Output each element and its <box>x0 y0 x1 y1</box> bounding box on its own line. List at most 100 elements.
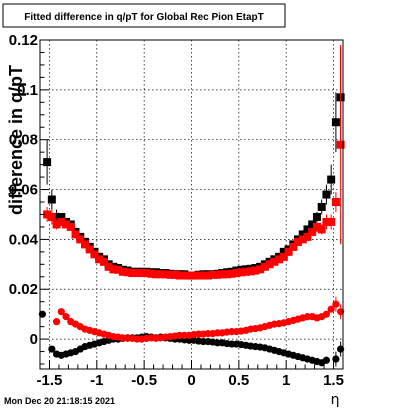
data-point <box>317 225 326 234</box>
series-3 <box>52 296 345 343</box>
x-tick-label: 0 <box>187 372 195 389</box>
data-point <box>80 240 89 249</box>
data-point <box>66 222 75 231</box>
data-point <box>294 237 303 246</box>
data-point <box>336 140 345 149</box>
y-tick-label: 0.1 <box>17 82 38 99</box>
x-tick-label: -1.5 <box>37 372 63 389</box>
data-point <box>118 267 127 276</box>
series-2 <box>43 44 345 280</box>
data-point <box>256 265 265 274</box>
x-axis-label: η <box>331 392 340 408</box>
data-point <box>279 252 288 261</box>
data-point <box>284 247 293 256</box>
data-point <box>194 271 203 280</box>
data-point <box>208 270 217 279</box>
data-point <box>95 255 104 264</box>
data-point <box>303 225 312 234</box>
data-point <box>104 262 113 271</box>
data-point <box>114 265 123 274</box>
data-point <box>57 212 66 221</box>
data-point <box>332 355 340 363</box>
data-point <box>199 271 208 280</box>
data-point <box>62 313 70 321</box>
data-point <box>237 268 246 277</box>
data-point <box>308 220 317 229</box>
x-tick-label: -1 <box>90 372 103 389</box>
data-point <box>99 257 108 266</box>
y-tick-label: 0.04 <box>9 231 39 248</box>
data-point <box>322 356 331 364</box>
data-point <box>123 268 132 277</box>
y-tick-label: 0.06 <box>9 182 38 199</box>
data-point <box>175 271 184 280</box>
data-point <box>275 255 284 264</box>
data-point <box>251 266 260 275</box>
data-point <box>322 217 331 226</box>
data-point <box>147 269 156 278</box>
data-point <box>322 310 331 318</box>
data-point <box>52 318 61 326</box>
data-point <box>85 245 94 254</box>
x-tick-label: -0.5 <box>131 372 157 389</box>
data-point <box>279 247 288 256</box>
data-point <box>322 190 331 199</box>
data-point <box>180 271 189 280</box>
data-point <box>48 345 56 353</box>
data-point <box>128 269 137 278</box>
data-point <box>204 271 213 280</box>
data-point <box>331 118 340 127</box>
data-point <box>47 212 56 221</box>
data-marks <box>38 44 345 367</box>
data-point <box>303 232 312 241</box>
data-point <box>227 269 236 278</box>
data-point <box>90 250 99 259</box>
data-point <box>189 271 198 280</box>
data-point <box>161 270 170 279</box>
data-point <box>137 269 146 278</box>
data-point <box>76 235 85 244</box>
y-axis-label: difference in q/pT <box>6 65 26 215</box>
axes: -1.5 -1 -0.5 0 0.5 1 1.5 0 0.02 0.04 0.06 0.08 0.1 0.… <box>9 32 344 389</box>
data-point <box>232 269 241 278</box>
data-point <box>213 270 222 279</box>
data-point <box>47 195 56 204</box>
data-point <box>312 212 321 221</box>
data-point <box>241 267 250 276</box>
data-point <box>265 260 274 269</box>
data-point <box>327 175 336 184</box>
data-point <box>71 230 80 239</box>
data-point <box>62 220 71 229</box>
data-point <box>166 270 175 279</box>
data-point <box>109 265 118 274</box>
data-point <box>156 270 165 279</box>
data-point <box>327 217 336 226</box>
data-point <box>332 300 340 308</box>
data-point <box>133 269 142 278</box>
data-point <box>43 158 52 167</box>
data-point <box>52 212 61 221</box>
data-point <box>57 217 66 226</box>
x-tick-label: 1 <box>282 372 290 389</box>
data-point <box>331 198 340 207</box>
data-point <box>223 270 232 279</box>
x-tick-label: 0.5 <box>228 372 249 389</box>
data-point <box>289 242 298 251</box>
data-point <box>317 202 326 211</box>
data-point <box>298 230 307 239</box>
data-point <box>312 222 321 231</box>
data-point <box>327 305 335 313</box>
data-point <box>308 227 317 236</box>
data-point <box>57 308 65 316</box>
data-point <box>270 257 279 266</box>
data-point <box>337 308 345 316</box>
data-point <box>218 270 227 279</box>
data-point <box>43 210 52 219</box>
data-point <box>298 235 307 244</box>
data-point <box>260 262 269 271</box>
y-tick-label: 0.02 <box>9 281 38 298</box>
title-box <box>2 3 286 28</box>
data-point <box>337 345 345 353</box>
